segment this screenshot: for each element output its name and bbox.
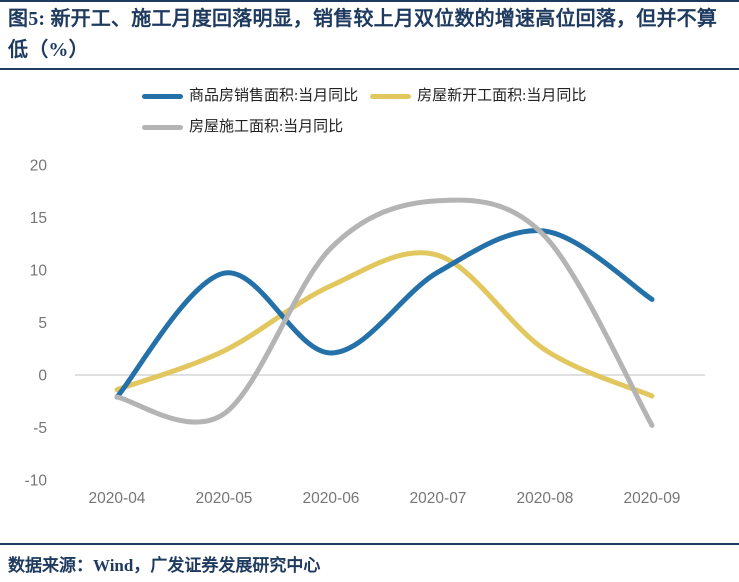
y-axis-tick-label: 5 — [38, 315, 47, 332]
x-axis-tick-label: 2020-09 — [624, 490, 681, 507]
construction-line-swatch — [142, 124, 183, 130]
x-axis-tick-label: 2020-08 — [517, 490, 574, 507]
legend-label-new-starts-area: 房屋新开工面积:当月同比 — [417, 88, 587, 104]
new-starts-line-swatch — [370, 93, 412, 99]
footer-divider — [0, 543, 739, 545]
x-axis-tick-label: 2020-04 — [89, 490, 146, 507]
series-line-construction-area — [114, 197, 655, 428]
series-line-new-starts-area — [114, 250, 655, 399]
chart-legend: 商品房销售面积:当月同比 房屋新开工面积:当月同比 房屋施工面积:当月同比 — [142, 86, 586, 137]
x-axis-tick-label: 2020-06 — [303, 490, 360, 507]
y-axis-tick-label: 15 — [30, 210, 47, 227]
y-axis-tick-label: 10 — [30, 263, 48, 280]
y-axis-tick-label: -10 — [25, 473, 48, 490]
top-rule — [0, 0, 739, 2]
legend-item-sales-area: 商品房销售面积:当月同比 — [142, 86, 358, 106]
legend-item-new-starts-area: 房屋新开工面积:当月同比 — [370, 86, 586, 106]
data-source-note: 数据来源：Wind，广发证券发展研究中心 — [8, 556, 321, 575]
legend-row: 商品房销售面积:当月同比 房屋新开工面积:当月同比 — [142, 86, 586, 106]
x-axis-tick-label: 2020-07 — [410, 490, 467, 507]
y-axis-tick-label: -5 — [33, 420, 47, 437]
series-line-sales-area — [114, 228, 655, 400]
y-axis-tick-label: 0 — [38, 368, 47, 385]
x-axis-tick-label: 2020-05 — [196, 490, 253, 507]
y-axis-tick-label: 20 — [30, 158, 48, 175]
sales-line-swatch — [142, 93, 183, 99]
legend-row: 房屋施工面积:当月同比 — [142, 117, 586, 137]
figure-title: 图5: 新开工、施工月度回落明显，销售较上月双位数的增速高位回落，但并不算低（%… — [8, 8, 718, 61]
legend-label-construction-area: 房屋施工面积:当月同比 — [189, 119, 344, 135]
legend-label-sales-area: 商品房销售面积:当月同比 — [189, 88, 359, 104]
title-divider — [0, 68, 739, 70]
legend-item-construction-area: 房屋施工面积:当月同比 — [142, 117, 343, 137]
